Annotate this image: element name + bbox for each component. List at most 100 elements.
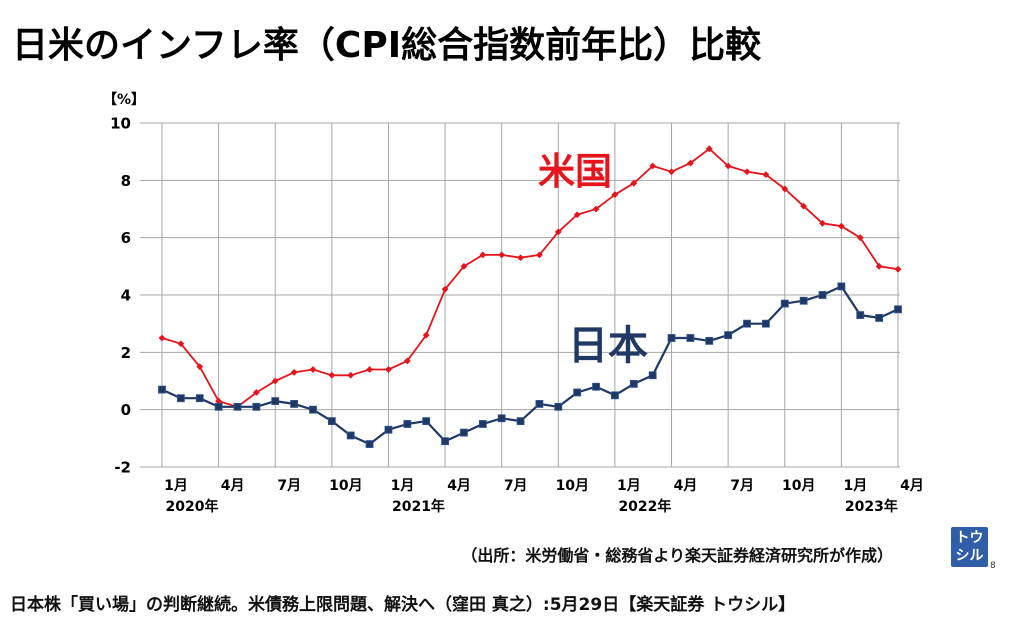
japan-point [705,336,714,345]
us-point [705,145,713,153]
us-point [460,262,468,270]
x-year-label: 2021年 [392,498,445,515]
us-point [668,168,675,176]
x-tick-label: 7月 [277,478,301,494]
japan-point [535,400,544,408]
japan-point [403,420,412,428]
us-point [800,202,808,210]
japan-point [818,291,827,299]
japan-point [724,331,733,340]
japan-point [422,417,431,426]
x-year-label: 2023年 [845,498,898,515]
japan-point [384,425,393,434]
us-point [649,162,657,170]
us-point [347,371,355,379]
japan-point [327,417,336,426]
japan-point [346,431,355,440]
japan-point [875,314,884,322]
y-tick-label: 10 [110,115,131,133]
page-number: 8 [990,561,996,571]
japan-point [365,440,374,448]
japan-point [497,414,506,423]
japan-point [629,379,638,388]
x-year-label: 2020年 [166,498,219,515]
japan-point [743,319,751,328]
japan-point [176,394,185,403]
y-tick-label: 2 [121,344,131,362]
x-tick-label: 4月 [900,478,924,494]
x-tick-label: 4月 [447,478,471,494]
japan-point [592,382,600,391]
japan-point [686,334,695,342]
series-label-japan: 日本 [568,323,648,369]
us-point [441,285,449,293]
japan-point [856,311,865,319]
japan-line [161,285,899,446]
x-tick-label: 7月 [730,478,754,494]
us-point [837,222,845,230]
japan-point [252,402,261,411]
x-tick-label: 1月 [391,478,415,494]
logo-text-top: トウ [955,530,984,546]
x-tick-label: 7月 [504,478,528,494]
us-point [385,366,392,373]
japan-point [611,391,619,400]
x-tick-label: 10月 [782,478,815,494]
x-tick-label: 4月 [221,478,245,494]
us-point [536,251,543,259]
us-point [517,254,524,262]
us-point [554,228,562,236]
japan-point [648,371,657,380]
gridlines [140,122,900,468]
us-line [161,147,899,408]
japan-point [554,402,563,411]
us-point [894,265,902,273]
us-point [762,171,770,178]
us-point [177,340,185,348]
us-point [819,219,826,227]
us-point [403,357,411,365]
x-tick-label: 1月 [844,478,868,494]
us-point [196,363,204,371]
japan-point [214,402,223,411]
us-point [290,369,298,376]
us-point [592,205,600,213]
y-tick-label: -2 [114,459,131,477]
x-tick-label: 10月 [556,478,589,494]
japan-point [799,296,808,305]
y-axis-unit-label: 【%】 [103,92,146,108]
japan-point [460,428,468,437]
x-tick-label: 1月 [164,478,188,494]
us-point [573,211,581,219]
us-point [328,371,336,379]
us-point [630,179,638,187]
x-year-label: 2022年 [618,498,671,515]
japan-series [158,282,902,448]
japan-point [441,437,449,446]
japan-point [271,397,280,405]
us-point [875,262,883,270]
japan-point [290,400,299,408]
y-tick-label: 8 [121,172,131,190]
japan-point [761,319,770,328]
us-point [743,168,751,176]
us-series [158,145,902,411]
us-point [422,331,430,339]
x-tick-label: 4月 [674,478,698,494]
us-point [271,377,279,385]
japan-point [667,334,676,342]
japan-point [837,282,846,291]
y-tick-label: 0 [121,401,131,419]
japan-point [309,405,317,414]
us-point [479,251,487,259]
us-point [215,397,223,405]
japan-point [478,420,487,428]
us-point [309,366,317,373]
series-label-us: 米国 [538,150,612,193]
us-point [781,185,789,193]
us-point [498,251,506,259]
x-tick-label: 10月 [329,478,362,494]
toushiru-logo: トウ シル [951,527,988,567]
